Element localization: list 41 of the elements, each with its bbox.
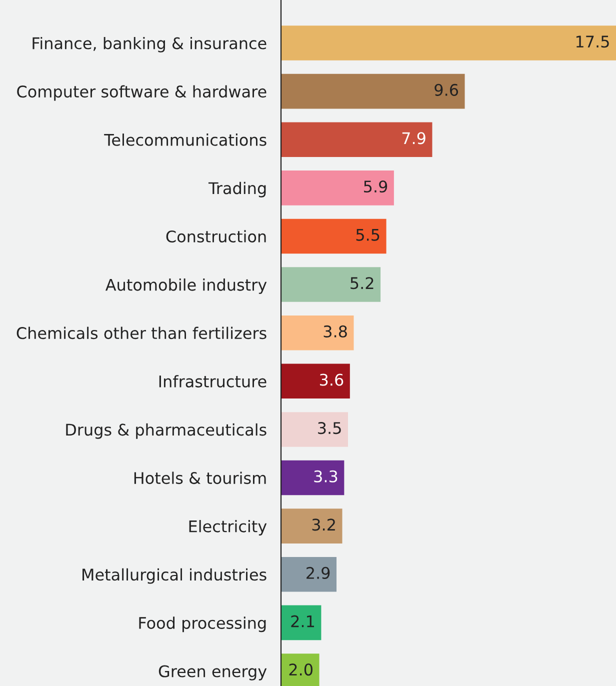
bar — [281, 74, 465, 109]
y-tick-label: Computer software & hardware — [17, 85, 266, 101]
y-tick-label: Finance, banking & insurance — [32, 36, 266, 52]
y-tick-label: Electricity — [189, 520, 267, 536]
data-label: 7.9 — [402, 132, 426, 144]
y-tick-label: Green energy — [158, 665, 267, 680]
data-label: 5.9 — [364, 180, 388, 193]
y-tick-label: Construction — [166, 230, 266, 243]
data-label: 2.1 — [291, 615, 314, 628]
bar — [281, 508, 342, 544]
bar — [281, 315, 354, 350]
data-label: 3.5 — [318, 422, 341, 434]
bar — [281, 460, 344, 496]
bar — [281, 26, 616, 60]
y-tick-label: Drugs & pharmaceuticals — [66, 423, 266, 439]
y-tick-label: Trading — [208, 182, 266, 198]
data-label: 3.8 — [324, 325, 347, 338]
bar — [281, 122, 432, 158]
data-label: 17.5 — [576, 36, 609, 48]
bar — [281, 218, 386, 254]
data-label: 5.5 — [356, 228, 380, 241]
y-tick-label: Chemicals other than fertilizers — [16, 326, 266, 340]
bar — [281, 605, 322, 640]
data-label: 2.0 — [289, 664, 312, 676]
data-label: 3.6 — [320, 374, 344, 386]
y-tick-label: Food processing — [139, 616, 266, 632]
data-label: 5.2 — [350, 277, 374, 290]
bar — [281, 170, 394, 206]
data-label: 3.3 — [314, 470, 338, 482]
y-tick-label: Infrastructure — [159, 375, 266, 388]
y-tick-label: Automobile industry — [105, 278, 267, 294]
bar — [281, 267, 381, 302]
data-label: 9.6 — [434, 84, 458, 96]
y-tick-label: Metallurgical industries — [82, 568, 266, 584]
y-tick-label: Telecommunications — [104, 134, 266, 146]
bar — [281, 412, 348, 447]
data-label: 2.9 — [306, 566, 330, 580]
y-tick-label: Hotels & tourism — [134, 472, 266, 484]
bar — [281, 556, 337, 592]
data-label: 3.2 — [312, 518, 335, 531]
bar — [281, 364, 350, 399]
